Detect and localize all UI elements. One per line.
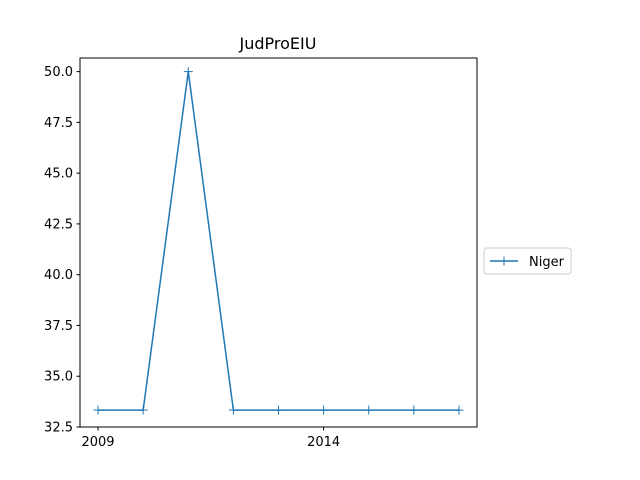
- y-tick-label: 42.5: [44, 217, 73, 232]
- series-line-niger: [98, 70, 459, 411]
- data-point-marker: [93, 405, 103, 415]
- legend-label-niger: Niger: [529, 255, 565, 270]
- x-tick-label: 2009: [81, 435, 114, 450]
- data-point-marker: [319, 405, 329, 415]
- plot-frame: [79, 57, 478, 428]
- legend-box: [483, 247, 572, 275]
- data-point-marker: [183, 67, 193, 77]
- plot-area: [93, 67, 464, 415]
- data-point-marker: [274, 405, 283, 415]
- y-tick-label: 35.0: [44, 370, 73, 385]
- data-point-marker: [138, 405, 148, 415]
- chart-title: JudProEIU: [239, 34, 317, 53]
- data-point-marker: [454, 405, 464, 415]
- data-point-marker: [409, 405, 419, 415]
- data-point-marker: [364, 405, 374, 415]
- y-tick-label: 40.0: [44, 268, 73, 283]
- y-tick-label: 47.5: [44, 116, 73, 131]
- x-tick-label: 2014: [307, 435, 340, 450]
- y-tick-label: 50.0: [44, 65, 73, 80]
- y-tick-label: 37.5: [44, 319, 73, 334]
- legend: Niger: [483, 247, 572, 275]
- data-point-marker: [228, 405, 238, 415]
- y-tick-label: 45.0: [44, 167, 73, 182]
- y-tick-label: 32.5: [44, 421, 73, 436]
